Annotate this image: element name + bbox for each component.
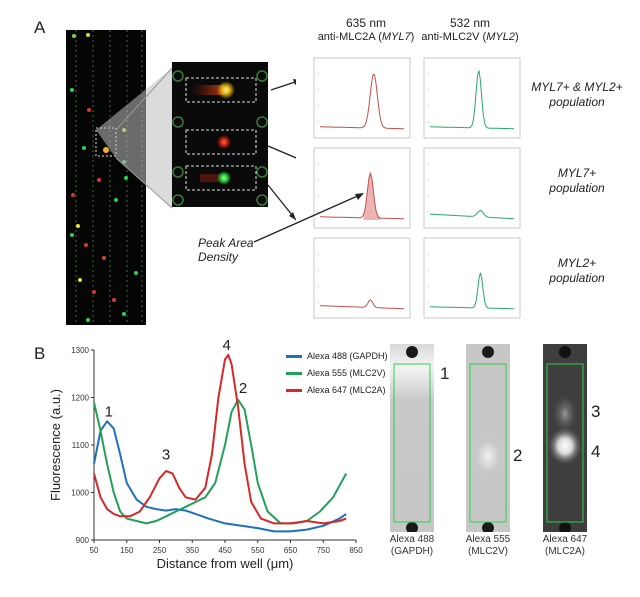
gel-strip-image xyxy=(66,30,146,325)
fluorescence-line-chart: 50 150 250 350 450 550 650 750 850 900 1000 1100 120… xyxy=(48,338,363,571)
x-tick-label: 450 xyxy=(218,546,232,555)
lane-image-488 xyxy=(390,344,434,532)
legend-item-488: Alexa 488 (GAPDH) xyxy=(286,348,388,365)
chart-legend: Alexa 488 (GAPDH) Alexa 555 (MLC2V) Alex… xyxy=(286,348,388,399)
mini-plot-2 xyxy=(313,147,411,229)
legend-item-555: Alexa 555 (MLC2V) xyxy=(286,365,388,382)
peak-annotation-2: 2 xyxy=(239,380,247,397)
mini-plot-0 xyxy=(313,57,411,139)
series-line-0 xyxy=(93,420,347,533)
x-tick-label: 50 xyxy=(90,546,99,555)
lane-647-label-4: 4 xyxy=(591,442,601,461)
mini-plot-grid xyxy=(313,57,521,319)
peak-annotation-1: 1 xyxy=(105,404,113,421)
col-header-532-wavelength: 532 nm xyxy=(449,16,491,30)
lane-image-555 xyxy=(466,344,510,532)
mini-plot-5 xyxy=(423,237,521,319)
x-axis-label: Distance from well (μm) xyxy=(157,556,294,571)
x-tick-label: 150 xyxy=(120,546,134,555)
row-label-both: MYL7+ & MYL2+ population xyxy=(531,80,623,109)
mini-plot-4 xyxy=(313,237,411,319)
lane-555-label-2: 2 xyxy=(513,446,523,465)
x-tick-label: 850 xyxy=(349,546,363,555)
x-tick-label: 250 xyxy=(153,546,167,555)
lane-647-caption: Alexa 647 (MLC2A) xyxy=(542,534,588,557)
lane-488-label-1: 1 xyxy=(440,364,450,383)
lane-488-caption: Alexa 488 (GAPDH) xyxy=(389,534,435,557)
y-tick-label: 1100 xyxy=(72,441,90,450)
lane-image-647 xyxy=(543,344,587,532)
peak-annotation-3: 3 xyxy=(162,446,170,463)
col-header-532: 532 nm anti-MLC2V (MYL2) xyxy=(420,16,520,44)
series-line-1 xyxy=(93,398,348,525)
peak-annotation-4: 4 xyxy=(222,338,230,354)
y-tick-label: 900 xyxy=(76,536,90,545)
row-label-myl2: MYL2+ population xyxy=(549,256,605,285)
lane-555-caption: Alexa 555 (MLC2V) xyxy=(465,534,511,557)
col-header-635: 635 nm anti-MLC2A (MYL7) xyxy=(316,16,416,44)
panel-a-letter: A xyxy=(34,18,46,37)
zoom-connectors xyxy=(96,67,296,221)
mini-plot-3 xyxy=(423,147,521,229)
x-tick-label: 550 xyxy=(251,546,265,555)
y-axis-label: Fluorescence (a.u.) xyxy=(48,389,63,501)
y-tick-label: 1200 xyxy=(71,394,89,403)
col-header-635-wavelength: 635 nm xyxy=(345,16,387,30)
y-tick-label: 1300 xyxy=(71,346,89,355)
mini-plot-1 xyxy=(423,57,521,139)
x-tick-label: 350 xyxy=(186,546,200,555)
zoomed-lane-image xyxy=(172,62,268,207)
lane-647-label-3: 3 xyxy=(591,402,601,421)
peak-area-label: Peak Area Density xyxy=(198,236,254,264)
series-line-2 xyxy=(93,353,347,525)
col-header-635-antibody: anti-MLC2A (MYL7) xyxy=(317,31,415,43)
x-tick-label: 750 xyxy=(317,546,331,555)
col-header-532-antibody: anti-MLC2V (MYL2) xyxy=(421,31,519,43)
x-tick-label: 650 xyxy=(284,546,298,555)
legend-item-647: Alexa 647 (MLC2A) xyxy=(286,382,388,399)
peak-area-arrow xyxy=(253,193,364,243)
y-tick-label: 1000 xyxy=(71,489,89,498)
row-label-myl7: MYL7+ population xyxy=(549,166,605,195)
panel-b-letter: B xyxy=(34,344,46,363)
